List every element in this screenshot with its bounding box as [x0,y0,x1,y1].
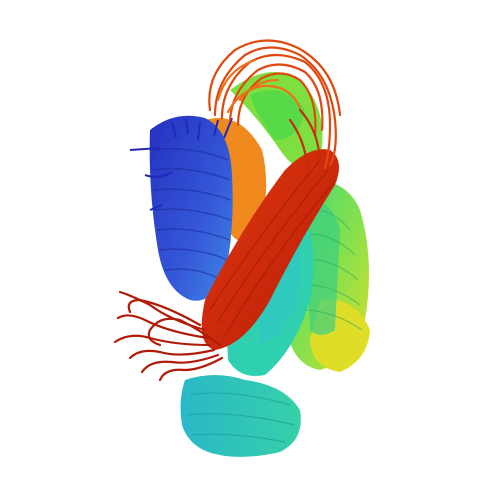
red-tail-loops [113,290,224,382]
top-loop-bundle [208,39,342,172]
red-strand-bundle [201,149,339,350]
blue-helix-bundle [129,115,233,301]
